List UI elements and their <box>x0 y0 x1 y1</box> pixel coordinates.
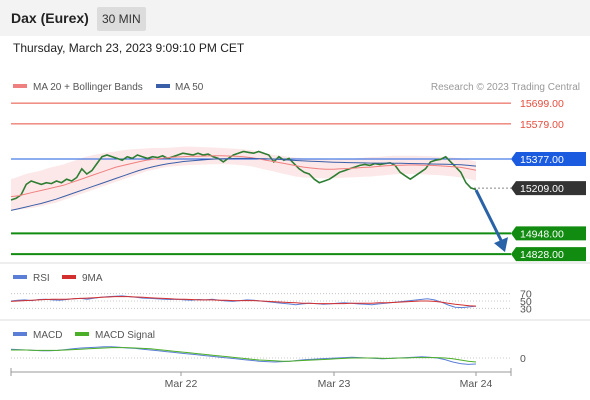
rsi-ma-legend-swatch <box>62 275 76 279</box>
current-level-label: 15209.00 <box>520 183 564 195</box>
rsi-ma-legend-label: 9MA <box>82 273 103 284</box>
support-level-label: 14948.00 <box>520 228 564 240</box>
support-level-tag <box>511 226 586 241</box>
bollinger-band <box>11 146 476 211</box>
ma50-line <box>10 157 477 211</box>
bollinger-legend-swatch <box>13 84 27 88</box>
current-level-tag <box>511 181 586 196</box>
instrument-title: Dax (Eurex) <box>11 10 89 26</box>
macd-signal-legend-label: MACD Signal <box>95 330 155 341</box>
forecast-arrow-head <box>494 237 508 253</box>
watermark: Research © 2023 Trading Central <box>431 82 580 93</box>
interval-selector[interactable]: 30 MIN <box>97 7 146 31</box>
rsi-tick-label: 50 <box>520 296 532 308</box>
bollinger-legend-label: MA 20 + Bollinger Bands <box>33 82 143 93</box>
macd-legend-label: MACD <box>33 330 62 341</box>
support-level-label: 14828.00 <box>520 249 564 261</box>
macd-legend-swatch <box>13 332 27 336</box>
pivot-level-label: 15377.00 <box>520 154 564 166</box>
x-tick-label: Mar 22 <box>165 378 198 390</box>
pivot-level-tag <box>511 151 586 166</box>
rsi-legend-swatch <box>13 275 27 279</box>
macd-tick-label: 0 <box>520 353 526 365</box>
x-tick-label: Mar 24 <box>460 378 493 390</box>
rsi-legend-label: RSI <box>33 273 50 284</box>
macd-signal-legend-swatch <box>75 332 89 336</box>
macd-signal-line <box>11 347 477 363</box>
ma20-line <box>10 155 477 198</box>
resistance-level-label: 15579.00 <box>520 119 564 131</box>
ma50-legend-label: MA 50 <box>175 82 204 93</box>
resistance-level-label: 15699.00 <box>520 98 564 110</box>
chart-header: Dax (Eurex) 30 MIN <box>0 0 590 36</box>
datetime-label: Thursday, March 23, 2023 9:09:10 PM CET <box>13 41 245 55</box>
rsi-tick-label: 70 <box>520 289 532 301</box>
rsi-ma-line <box>10 296 477 307</box>
price-line <box>10 150 477 201</box>
rsi-tick-label: 30 <box>520 303 532 315</box>
ma50-legend-swatch <box>156 84 170 88</box>
support-level-tag <box>511 247 586 262</box>
x-tick-label: Mar 23 <box>318 378 351 390</box>
forecast-arrow <box>474 189 504 243</box>
